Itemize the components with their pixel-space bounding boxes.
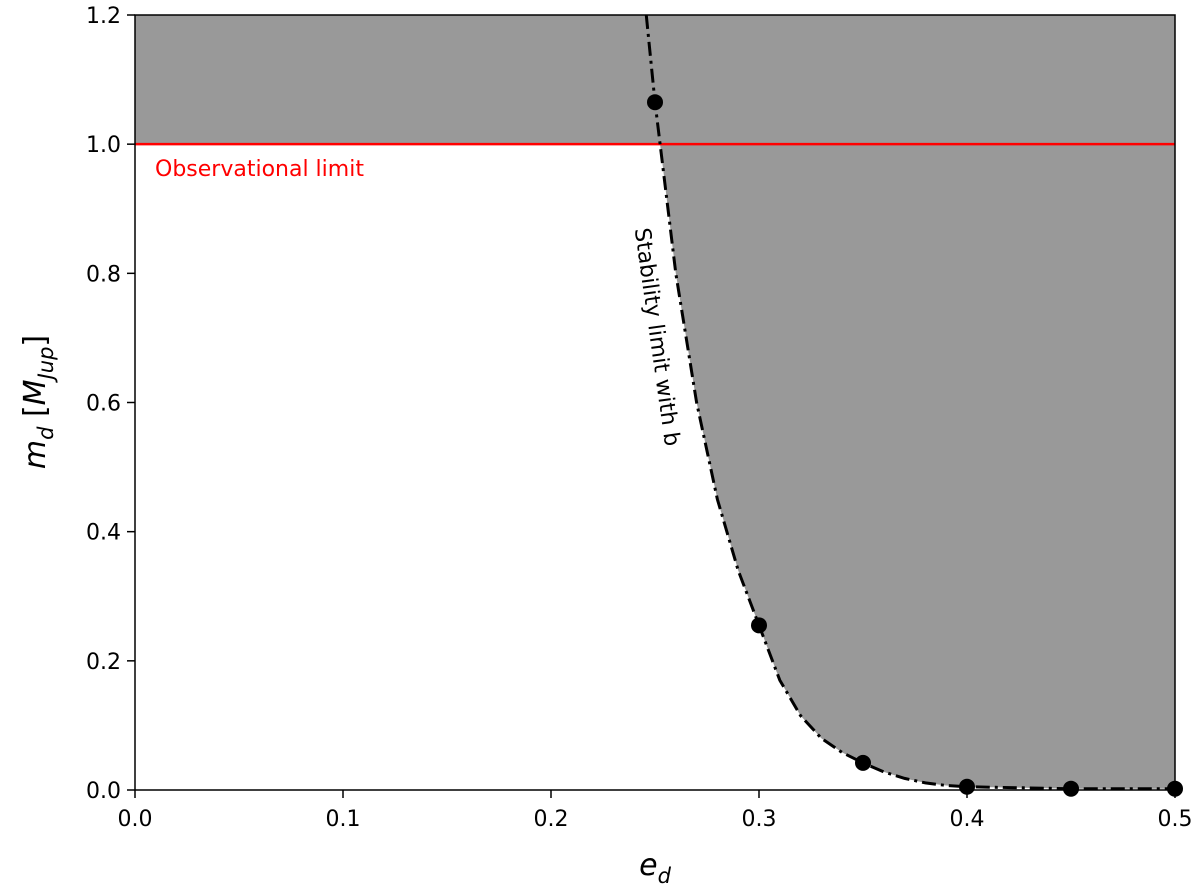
y-tick-label: 0.0 — [86, 779, 121, 804]
y-label-unit: M — [18, 379, 53, 405]
y-tick-label: 0.2 — [86, 650, 121, 675]
shaded-region — [646, 15, 1175, 789]
y-label-bracket: ] — [18, 335, 53, 347]
x-label-sub: d — [658, 864, 672, 888]
y-tick-label: 0.4 — [86, 521, 121, 546]
x-tick-label: 0.2 — [534, 807, 569, 832]
y-label-sub: d — [34, 426, 58, 440]
x-axis-label: ed — [639, 848, 671, 888]
data-point — [1063, 780, 1079, 797]
plot-area — [135, 15, 1175, 789]
data-point — [959, 778, 975, 795]
x-tick-label: 0.1 — [326, 807, 361, 832]
x-tick-label: 0.5 — [1158, 807, 1193, 832]
x-tick-label: 0.0 — [118, 807, 153, 832]
y-label-unit-sub: Jup — [34, 347, 58, 384]
x-label-main: e — [639, 848, 657, 883]
x-tick-label: 0.4 — [950, 807, 985, 832]
x-tick-label: 0.3 — [742, 807, 777, 832]
y-tick-label: 1.0 — [86, 133, 121, 158]
y-tick-label: 1.2 — [86, 4, 121, 29]
data-point — [855, 754, 871, 771]
y-label-bracket: [ — [18, 405, 53, 426]
data-point — [647, 94, 663, 111]
y-axis-label: md [MJup] — [18, 335, 58, 469]
y-tick-label: 0.8 — [86, 262, 121, 287]
y-tick-label: 0.6 — [86, 392, 121, 417]
stability-curve — [644, 14, 1175, 791]
data-point — [751, 617, 767, 634]
observational-limit-label: Observational limit — [155, 157, 364, 182]
y-label-main: m — [18, 440, 53, 469]
